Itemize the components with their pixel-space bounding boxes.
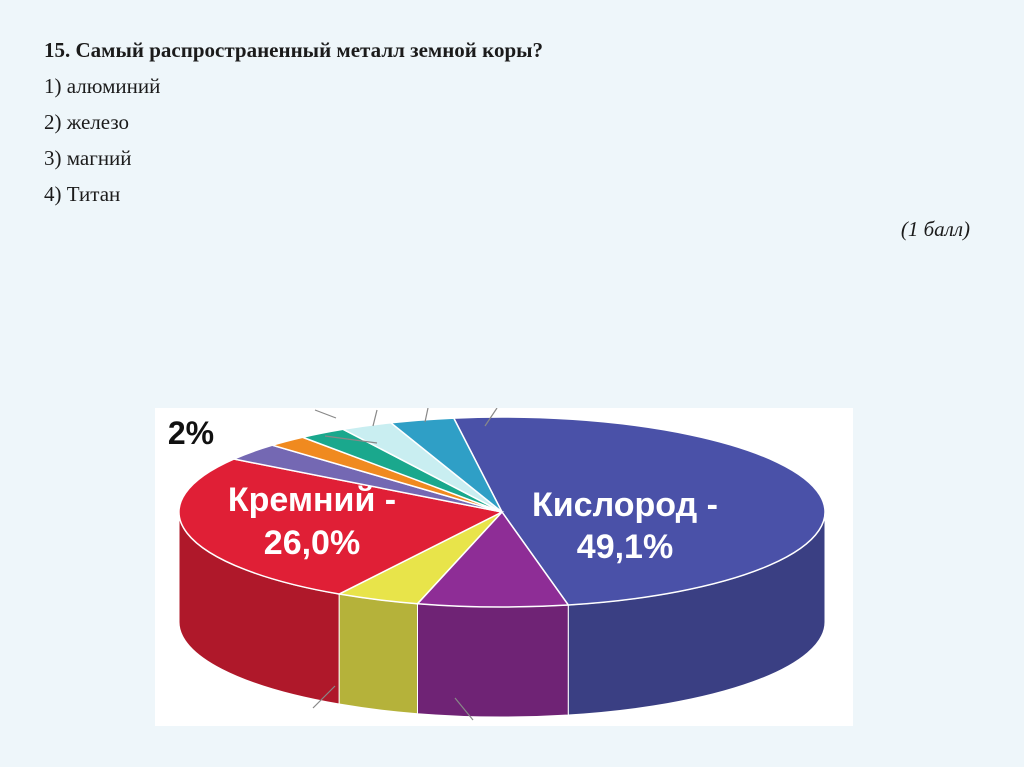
- guide-line-2: [372, 409, 378, 427]
- answer-option-4: 4) Титан: [44, 182, 121, 206]
- pie-chart: Кислород - 49,1% Кремний - 26,0% 2%: [168, 408, 826, 721]
- pie-slice-1: [415, 510, 570, 608]
- pie-slice-3: [178, 458, 505, 595]
- slice-label-0-value: 49,1%: [577, 528, 673, 566]
- answer-option-2: 2) железо: [44, 110, 130, 134]
- pie-slice-0: [452, 416, 826, 606]
- guide-line-1: [314, 409, 337, 419]
- slice-label-1-value: 26,0%: [264, 524, 360, 562]
- guide-line-4: [484, 408, 498, 427]
- score-note: (1 балл): [900, 217, 970, 241]
- answer-option-1: 1) алюминий: [44, 74, 161, 98]
- question-title: 15. Самый распространенный металл земной…: [44, 38, 544, 62]
- guide-line-0: [324, 435, 378, 444]
- pie-chart-panel: Кислород - 49,1% Кремний - 26,0% 2%: [155, 408, 853, 726]
- pie-side-2: [338, 593, 418, 715]
- pie-slice-8: [389, 417, 503, 513]
- pie-side-1: [417, 603, 569, 718]
- slice-label-0-name: Кислород -: [532, 486, 718, 524]
- guide-line-6: [454, 697, 474, 721]
- slice-label-1-name: Кремний -: [228, 481, 396, 519]
- callout-label: 2%: [168, 415, 214, 451]
- guide-line-5: [312, 685, 336, 709]
- guide-line-3: [424, 408, 429, 423]
- answer-option-3: 3) магний: [44, 146, 132, 170]
